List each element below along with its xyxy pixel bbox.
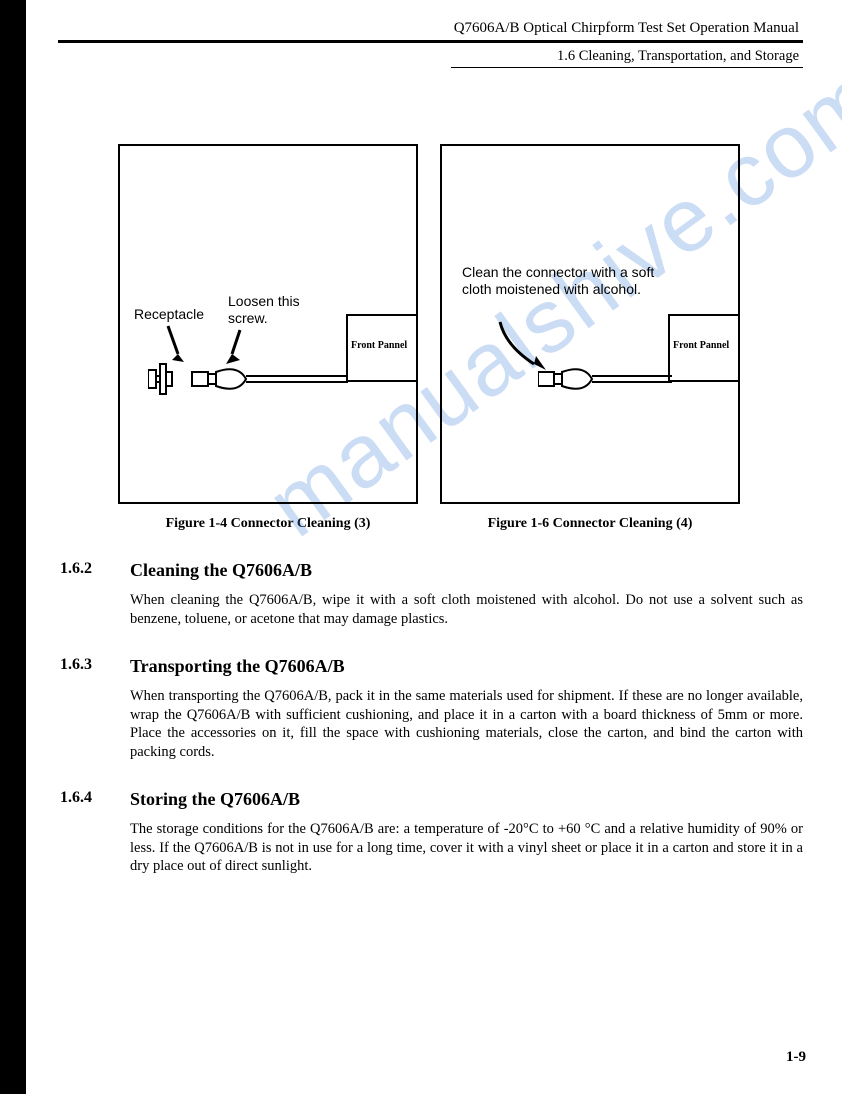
figures-row: Receptacle Loosen this screw. Front Pann… <box>118 144 803 532</box>
section-number: 1.6.2 <box>58 560 130 628</box>
connector-drawing-2-icon <box>538 362 672 396</box>
doc-title: Q7606A/B Optical Chirpform Test Set Oper… <box>58 20 803 37</box>
connector-drawing-1-icon <box>148 362 348 396</box>
section-1-6-3: 1.6.3 Transporting the Q7606A/B When tra… <box>58 656 803 761</box>
front-panel-box-1: Front Pannel <box>346 314 418 382</box>
label-receptacle: Receptacle <box>134 306 204 323</box>
figure-2-frame: Clean the connector with a soft cloth mo… <box>440 144 740 504</box>
section-text: When transporting the Q7606A/B, pack it … <box>130 687 803 761</box>
section-text: When cleaning the Q7606A/B, wipe it with… <box>130 591 803 628</box>
figure-1-caption: Figure 1-4 Connector Cleaning (3) <box>166 516 371 532</box>
binding-edge <box>0 0 26 1094</box>
figure-2: Clean the connector with a soft cloth mo… <box>440 144 740 532</box>
section-title: Cleaning the Q7606A/B <box>130 560 803 581</box>
section-title: Transporting the Q7606A/B <box>130 656 803 677</box>
section-text: The storage conditions for the Q7606A/B … <box>130 820 803 876</box>
front-panel-box-2: Front Pannel <box>668 314 740 382</box>
rule-thin <box>451 67 803 68</box>
figure-2-caption: Figure 1-6 Connector Cleaning (4) <box>488 516 693 532</box>
section-1-6-4: 1.6.4 Storing the Q7606A/B The storage c… <box>58 789 803 876</box>
section-number: 1.6.4 <box>58 789 130 876</box>
label-loosen: Loosen this screw. <box>228 293 318 327</box>
rule-thick <box>58 40 803 43</box>
section-1-6-2: 1.6.2 Cleaning the Q7606A/B When cleanin… <box>58 560 803 628</box>
section-title: Storing the Q7606A/B <box>130 789 803 810</box>
label-clean: Clean the connector with a soft cloth mo… <box>462 264 662 298</box>
section-label: 1.6 Cleaning, Transportation, and Storag… <box>58 48 803 65</box>
page-content: Q7606A/B Optical Chirpform Test Set Oper… <box>30 0 835 876</box>
page-number: 1-9 <box>786 1049 806 1066</box>
section-number: 1.6.3 <box>58 656 130 761</box>
figure-1: Receptacle Loosen this screw. Front Pann… <box>118 144 418 532</box>
figure-1-frame: Receptacle Loosen this screw. Front Pann… <box>118 144 418 504</box>
